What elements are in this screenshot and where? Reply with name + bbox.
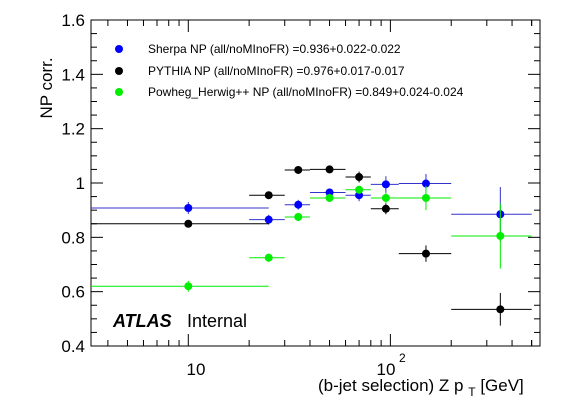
y-tick-labels: 0.4 0.6 0.8 1 1.2 1.4 1.6 (61, 11, 85, 356)
y-tick-label: 0.6 (61, 283, 85, 302)
data-point (381, 180, 390, 189)
x-tick-label-10: 10 (187, 360, 206, 379)
legend: Sherpa NP (all/noMInoFR) =0.936+0.022-0.… (115, 42, 464, 99)
y-tick-label: 1.4 (61, 65, 85, 84)
data-point (355, 185, 364, 194)
data-point (325, 193, 334, 202)
axis-ticks (91, 19, 540, 347)
legend-label-powheg: Powheg_Herwig++ NP (all/noMInoFR) =0.849… (148, 85, 464, 99)
legend-marker-pythia (115, 67, 123, 75)
atlas-label: ATLAS (112, 311, 172, 331)
data-point (496, 231, 505, 240)
x-axis-title-subscript: T (468, 385, 476, 399)
data-point (264, 253, 273, 262)
x-tick-label-100-exponent: 2 (399, 351, 406, 365)
data-point (294, 212, 303, 221)
data-point (381, 193, 390, 202)
data-point (264, 215, 273, 224)
data-point (184, 203, 193, 212)
legend-marker-sherpa (115, 45, 123, 53)
data-point (421, 193, 430, 202)
x-axis-title: (b-jet selection) Z p T [GeV] (318, 376, 524, 400)
data-point (381, 204, 390, 213)
data-point (294, 200, 303, 209)
data-point (496, 305, 505, 314)
data-point (325, 165, 334, 174)
series-0 (91, 174, 532, 242)
y-tick-label: 1 (76, 174, 85, 193)
legend-label-pythia: PYTHIA NP (all/noMInoFR) =0.976+0.017-0.… (148, 64, 405, 78)
data-point (184, 282, 193, 291)
data-point (184, 219, 193, 228)
data-point (294, 165, 303, 174)
y-tick-label: 1.2 (61, 120, 85, 139)
data-point (421, 249, 430, 258)
data-point (355, 173, 364, 182)
data-point (421, 179, 430, 188)
x-axis-title-unit: [GeV] (480, 376, 523, 395)
y-axis-title: NP corr. (37, 57, 56, 118)
series-2 (91, 185, 532, 292)
series-layer (91, 165, 532, 326)
x-axis-title-main: (b-jet selection) Z p (318, 376, 464, 395)
data-point (264, 191, 273, 200)
tick-labels: 10 10 2 (187, 351, 406, 379)
y-tick-label: 0.4 (61, 337, 85, 356)
series-1 (91, 165, 532, 326)
legend-label-sherpa: Sherpa NP (all/noMInoFR) =0.936+0.022-0.… (148, 42, 401, 56)
atlas-internal-label: Internal (187, 311, 247, 331)
y-tick-label: 0.8 (61, 228, 85, 247)
y-tick-label: 1.6 (61, 11, 85, 30)
legend-marker-powheg (115, 88, 123, 96)
x-tick-label-100: 10 (377, 360, 396, 379)
